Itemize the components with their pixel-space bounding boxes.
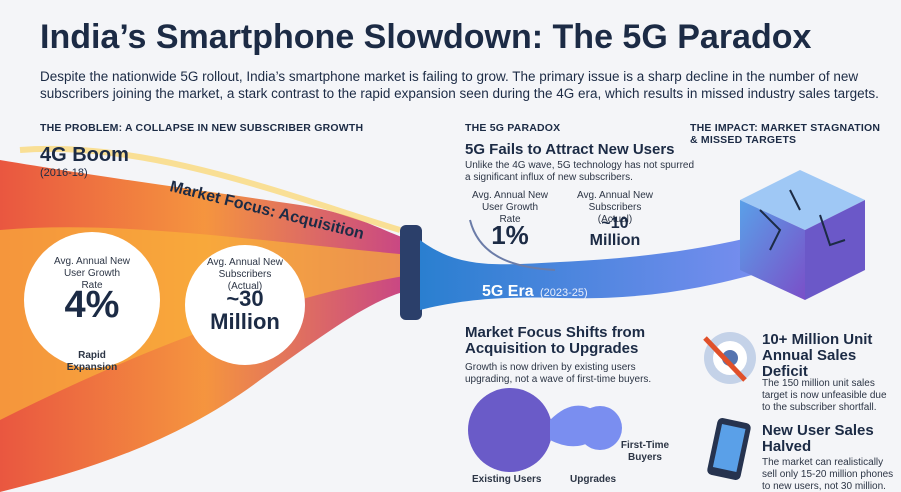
stat-value: ~10 Million — [589, 215, 641, 249]
flow-label: First-Time Buyers — [620, 440, 670, 463]
stat-label: Avg. Annual New User Growth Rate — [472, 190, 548, 225]
section-heading: THE IMPACT: MARKET STAGNATION & MISSED T… — [690, 122, 881, 146]
section-heading: THE 5G PARADOX — [465, 122, 561, 134]
era-title: 4G Boom — [40, 144, 129, 166]
impact-text: The 150 million unit sales target is now… — [762, 378, 887, 413]
intro: Despite the nationwide 5G rollout, India… — [40, 69, 879, 101]
impact-title: New User Sales Halved — [762, 422, 874, 455]
stat-note: Rapid Expansion — [66, 350, 118, 373]
stat-label: Avg. Annual New User Growth Rate — [54, 256, 130, 291]
flow-label: Existing Users — [472, 474, 542, 485]
flow-label: Upgrades — [570, 474, 617, 485]
stat-label: Avg. Annual New Subscribers (Actual) — [207, 257, 283, 292]
paradox-text: Unlike the 4G wave, 5G technology has no… — [465, 160, 695, 183]
shift-title: Market Focus Shifts from Acquisition to … — [465, 324, 646, 357]
stat-value: 4% — [64, 284, 120, 326]
era-years: (2023-25) — [540, 287, 588, 299]
stat-value: ~30 Million — [210, 286, 280, 334]
stat-label: Avg. Annual New Subscribers (Actual) — [577, 190, 653, 225]
era-title: 5G Era — [482, 283, 534, 300]
impact-text: The market can realistically sell only 1… — [762, 457, 894, 492]
shift-text: Growth is now driven by existing users u… — [465, 362, 652, 385]
era-years: (2016-18) — [40, 167, 88, 179]
section-heading: THE PROBLEM: A COLLAPSE IN NEW SUBSCRIBE… — [40, 122, 364, 134]
title: India’s Smartphone Slowdown: The 5G Para… — [40, 18, 812, 56]
paradox-title: 5G Fails to Attract New Users — [465, 141, 675, 158]
stat-value: 1% — [491, 220, 529, 250]
impact-title: 10+ Million Unit Annual Sales Deficit — [762, 331, 873, 380]
